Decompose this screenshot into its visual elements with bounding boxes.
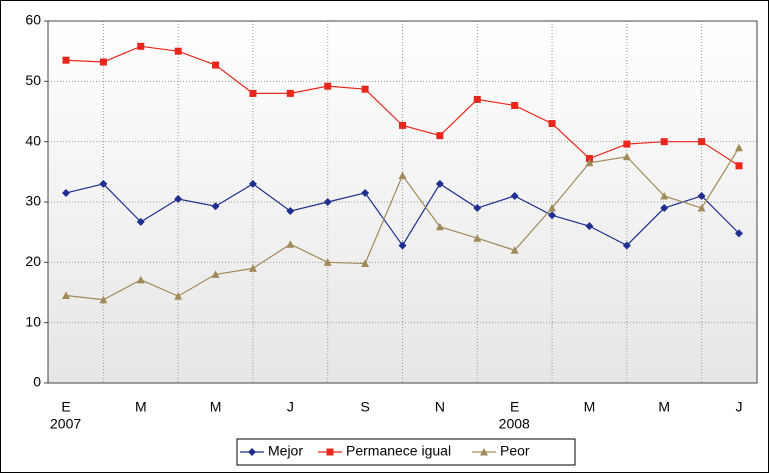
data-point <box>548 204 557 212</box>
legend-label: Peor <box>500 443 530 459</box>
data-point <box>622 152 631 161</box>
y-tick-label: 40 <box>25 132 41 148</box>
x-tick-label: E <box>61 399 70 415</box>
data-point <box>399 121 406 129</box>
y-tick-label: 30 <box>25 193 41 209</box>
data-point <box>99 295 108 304</box>
data-point <box>361 85 369 93</box>
data-point <box>735 143 743 152</box>
data-point <box>174 194 183 203</box>
data-point <box>511 101 519 109</box>
data-point <box>623 140 631 148</box>
data-point <box>211 202 220 211</box>
data-point <box>585 155 593 163</box>
data-point <box>248 264 257 272</box>
x-tick-label: M <box>210 399 222 415</box>
data-point <box>735 162 743 170</box>
data-point <box>735 229 743 238</box>
data-point <box>660 204 669 213</box>
data-point <box>99 58 107 66</box>
data-point <box>62 291 70 300</box>
data-point <box>548 120 556 128</box>
data-point <box>136 217 145 226</box>
data-point <box>548 211 557 220</box>
data-point <box>398 171 407 179</box>
x-tick-label: M <box>658 399 670 415</box>
data-point <box>286 207 295 216</box>
data-point <box>398 241 407 250</box>
y-tick-label: 0 <box>33 374 41 390</box>
x-tick-label: N <box>435 399 445 415</box>
data-point <box>698 138 706 146</box>
data-point <box>324 82 332 90</box>
legend-marker <box>480 448 488 456</box>
data-point <box>622 241 631 250</box>
data-point <box>323 258 332 266</box>
data-point <box>212 61 220 69</box>
y-tick-label: 10 <box>25 313 41 329</box>
data-point <box>323 198 332 206</box>
legend-marker <box>326 448 334 456</box>
y-tick-label: 50 <box>25 72 41 88</box>
data-point <box>510 246 519 254</box>
legend-label: Permanece igual <box>346 443 451 459</box>
data-point <box>211 270 220 278</box>
legend-marker <box>248 448 256 456</box>
data-point <box>62 188 70 197</box>
data-point <box>136 275 145 284</box>
data-point <box>249 89 257 97</box>
x-tick-label: M <box>584 399 596 415</box>
data-point <box>436 132 444 140</box>
data-point <box>473 95 481 103</box>
data-point <box>510 191 519 200</box>
data-point <box>473 204 482 213</box>
data-point <box>286 89 294 97</box>
data-point <box>62 56 70 64</box>
legend-label: Mejor <box>268 443 303 459</box>
x-tick-label: J <box>287 399 294 415</box>
legend <box>236 438 576 466</box>
data-point <box>435 222 444 231</box>
data-point <box>99 179 108 188</box>
data-point <box>697 204 706 212</box>
data-point <box>286 240 295 248</box>
x-tick-label: J <box>736 399 743 415</box>
data-point <box>248 179 257 188</box>
x-tick-label: 2008 <box>499 416 530 432</box>
x-tick-label: S <box>360 399 369 415</box>
data-point <box>435 179 444 188</box>
data-point <box>660 191 669 200</box>
data-point <box>174 292 183 300</box>
y-tick-label: 60 <box>25 12 41 28</box>
data-point <box>585 158 594 167</box>
x-tick-label: E <box>510 399 519 415</box>
data-point <box>473 234 482 242</box>
data-point <box>174 47 182 55</box>
data-point <box>137 42 145 50</box>
data-point <box>697 191 706 200</box>
data-point <box>585 222 594 231</box>
data-point <box>660 138 668 146</box>
x-tick-label: M <box>135 399 147 415</box>
data-point <box>361 259 370 268</box>
y-tick-label: 20 <box>25 253 41 269</box>
data-point <box>361 188 370 197</box>
x-tick-label: 2007 <box>50 416 81 432</box>
